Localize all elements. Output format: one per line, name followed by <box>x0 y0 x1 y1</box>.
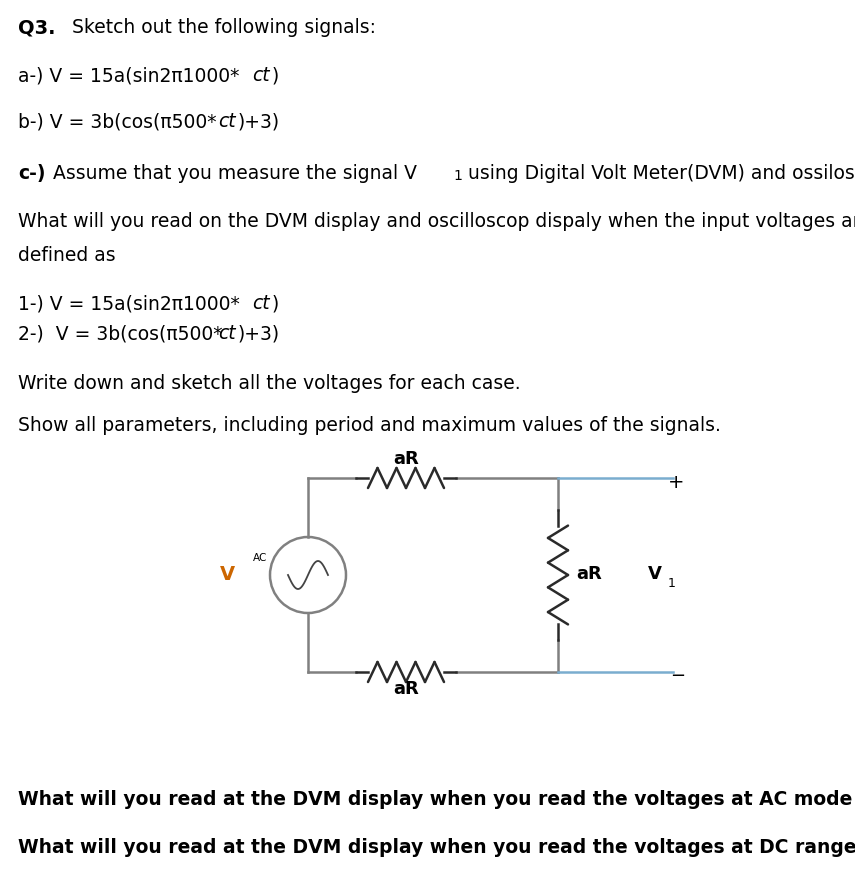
Text: What will you read at the DVM display when you read the voltages at AC mode: What will you read at the DVM display wh… <box>18 790 852 809</box>
Text: 1: 1 <box>453 169 462 183</box>
Text: ): ) <box>272 294 280 313</box>
Text: ct: ct <box>218 112 236 131</box>
Text: aR: aR <box>576 565 602 583</box>
Text: 1-) V = 15a(sin2π1000*: 1-) V = 15a(sin2π1000* <box>18 294 239 313</box>
Text: V: V <box>220 565 235 584</box>
Text: Assume that you measure the signal V: Assume that you measure the signal V <box>47 164 417 183</box>
Text: Write down and sketch all the voltages for each case.: Write down and sketch all the voltages f… <box>18 374 521 393</box>
Text: Q3.: Q3. <box>18 18 56 37</box>
Text: ct: ct <box>252 294 269 313</box>
Text: )+3): )+3) <box>238 112 280 131</box>
Text: What will you read on the DVM display and oscilloscop dispaly when the input vol: What will you read on the DVM display an… <box>18 212 855 231</box>
Text: 1: 1 <box>668 577 675 590</box>
Text: +: + <box>668 473 685 492</box>
Text: −: − <box>670 667 685 685</box>
Text: What will you read at the DVM display when you read the voltages at DC range: What will you read at the DVM display wh… <box>18 838 855 857</box>
Text: defined as: defined as <box>18 246 115 265</box>
Text: a-) V = 15a(sin2π1000*: a-) V = 15a(sin2π1000* <box>18 66 239 85</box>
Text: Sketch out the following signals:: Sketch out the following signals: <box>60 18 376 37</box>
Text: ct: ct <box>218 324 236 343</box>
Text: ): ) <box>272 66 280 85</box>
Text: using Digital Volt Meter(DVM) and ossiloscope.: using Digital Volt Meter(DVM) and ossilo… <box>462 164 855 183</box>
Text: V: V <box>648 565 662 583</box>
Text: 2-)  V = 3b(cos(π500*: 2-) V = 3b(cos(π500* <box>18 324 222 343</box>
Text: )+3): )+3) <box>238 324 280 343</box>
Text: aR: aR <box>393 450 419 468</box>
Text: b-) V = 3b(cos(π500*: b-) V = 3b(cos(π500* <box>18 112 216 131</box>
Text: AC: AC <box>253 553 268 563</box>
Text: Show all parameters, including period and maximum values of the signals.: Show all parameters, including period an… <box>18 416 721 435</box>
Text: c-): c-) <box>18 164 45 183</box>
Text: ct: ct <box>252 66 269 85</box>
Text: aR: aR <box>393 680 419 698</box>
